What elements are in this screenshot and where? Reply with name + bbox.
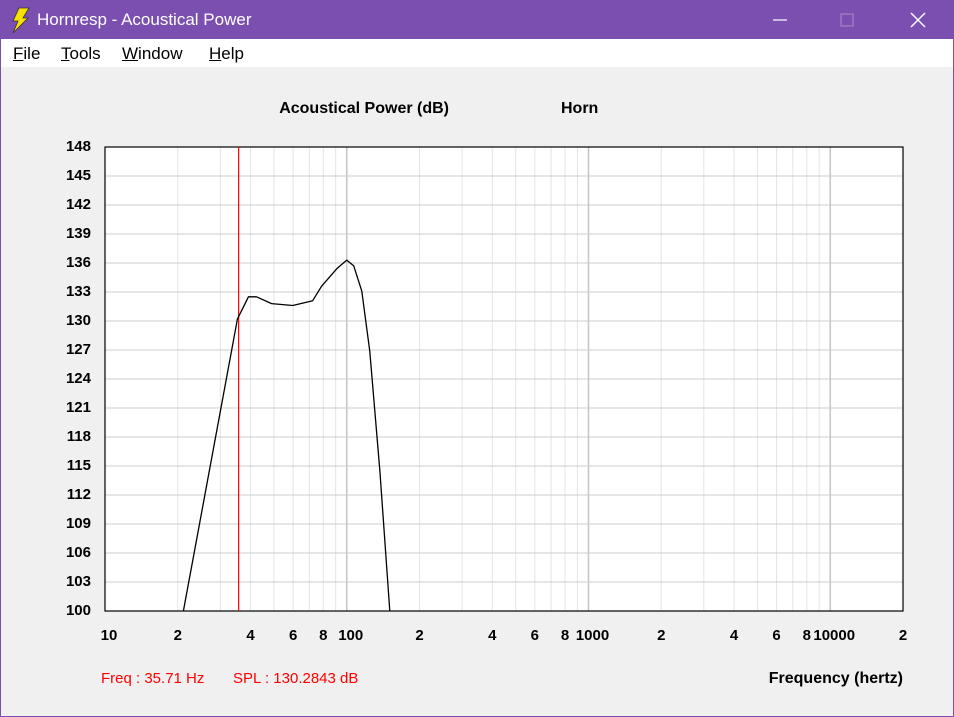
y-tick-label: 115	[67, 457, 91, 474]
x-tick-label: 6	[289, 627, 297, 644]
y-tick-label: 127	[66, 341, 91, 358]
menu-item[interactable]: Help	[209, 44, 244, 63]
x-tick-label: 8	[319, 627, 327, 644]
title-bar: Hornresp - Acoustical Power	[1, 1, 953, 39]
y-tick-label: 136	[66, 254, 91, 271]
x-tick-label: 4	[488, 627, 497, 644]
data-line	[182, 259, 391, 612]
y-tick-label: 133	[66, 283, 91, 300]
close-button[interactable]	[910, 12, 926, 28]
cursor-freq: Freq : 35.71 Hz	[101, 670, 204, 687]
chart: Acoustical Power (dB) Horn Frequency (he…	[66, 100, 907, 687]
y-tick-label: 109	[66, 515, 91, 532]
x-tick-label: 10000	[813, 627, 855, 644]
x-tick-label: 10	[101, 627, 118, 644]
chart-subtitle: Horn	[561, 100, 598, 117]
chart-title: Acoustical Power (dB)	[279, 100, 449, 117]
x-tick-label: 2	[657, 627, 665, 644]
x-tick-label: 100	[338, 627, 363, 644]
y-tick-label: 121	[66, 399, 91, 416]
y-tick-label: 118	[67, 428, 91, 445]
menu-item[interactable]: Window	[122, 44, 183, 63]
x-tick-label: 2	[415, 627, 423, 644]
app-icon	[12, 7, 30, 34]
y-tick-label: 124	[66, 370, 92, 387]
y-tick-label: 148	[66, 138, 91, 155]
x-tick-label: 4	[246, 627, 255, 644]
x-tick-label: 8	[803, 627, 811, 644]
y-tick-label: 145	[66, 167, 91, 184]
title-icons	[12, 7, 926, 34]
y-tick-label: 106	[66, 544, 91, 561]
x-axis-label: Frequency (hertz)	[769, 670, 903, 687]
y-tick-label: 142	[66, 196, 91, 213]
y-tick-label: 100	[66, 602, 91, 619]
x-tick-label: 1000	[576, 627, 609, 644]
menu-item[interactable]: Tools	[61, 44, 101, 63]
y-tick-label: 112	[67, 486, 91, 503]
maximize-button[interactable]	[840, 13, 854, 27]
y-tick-label: 130	[66, 312, 91, 329]
y-tick-label: 139	[66, 225, 91, 242]
menu-bar: File Tools Window Help	[1, 39, 953, 67]
x-tick-label: 8	[561, 627, 569, 644]
menu-item[interactable]: File	[13, 44, 41, 63]
x-tick-label: 6	[772, 627, 780, 644]
x-tick-label: 6	[531, 627, 539, 644]
x-tick-label: 4	[730, 627, 739, 644]
cursor-spl: SPL : 130.2843 dB	[233, 670, 358, 687]
y-tick-label: 103	[66, 573, 91, 590]
x-tick-label: 2	[899, 627, 907, 644]
plot-border	[104, 146, 904, 612]
window-title: Hornresp - Acoustical Power	[37, 10, 252, 29]
x-tick-label: 2	[174, 627, 182, 644]
